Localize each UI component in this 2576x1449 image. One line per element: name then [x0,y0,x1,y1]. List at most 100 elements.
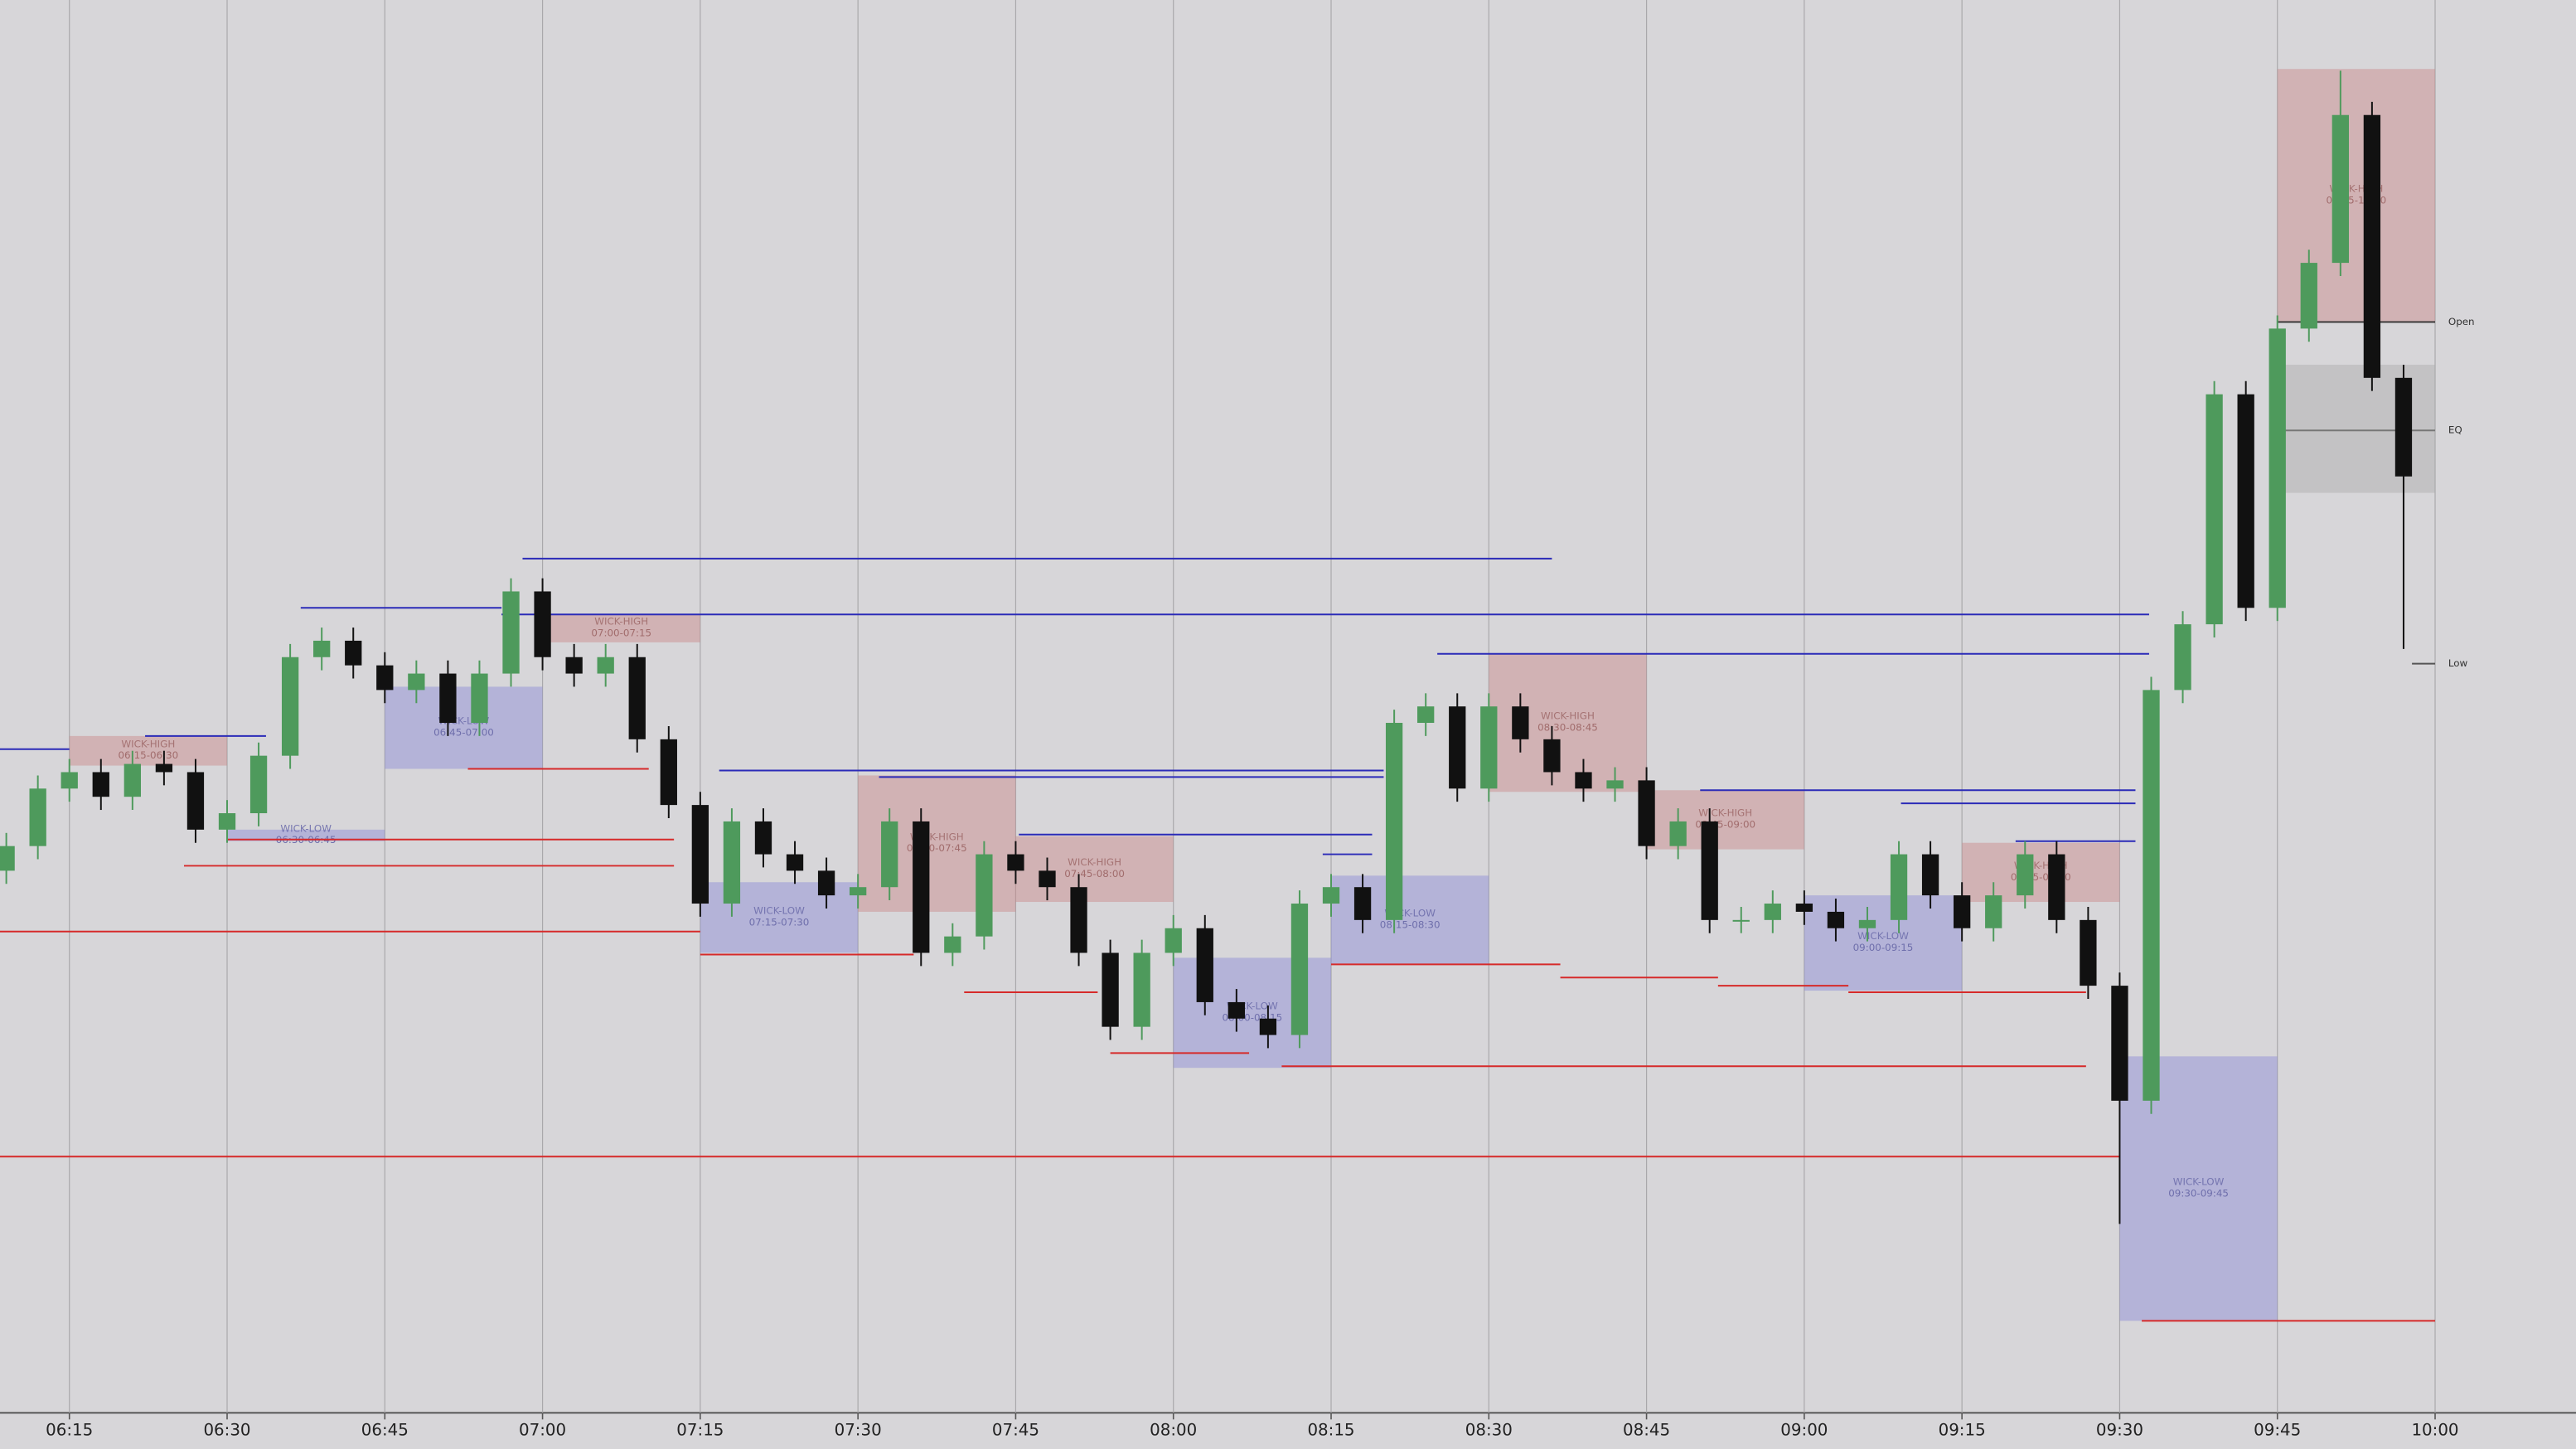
zone-range: 07:00-07:15 [591,628,651,639]
x-tick-label: 08:00 [1150,1421,1197,1440]
candle-body [534,591,551,657]
candle-body [1795,904,1813,912]
candle-body [691,805,709,904]
zone-label: WICK-HIGH [1698,807,1752,819]
zone-range: 07:45-08:00 [1064,868,1125,880]
zone-range: 09:00-09:15 [1853,942,1914,953]
candle-body [597,657,614,674]
candle-body [850,887,867,896]
x-tick-label: 08:15 [1307,1421,1354,1440]
candle-body [155,763,173,773]
x-tick-label: 07:15 [676,1421,724,1440]
candle-body [218,813,236,830]
zone-label: WICK-LOW [1857,930,1909,942]
candle-body [92,772,109,797]
candle-body [660,739,677,806]
candle-body [881,821,898,888]
x-tick-label: 07:45 [992,1421,1039,1440]
candle-body [1259,1018,1277,1035]
zone-range: 06:15-06:30 [118,749,178,761]
candle-body [913,821,930,953]
zone-label: WICK-LOW [753,904,805,916]
candle-body [2269,328,2286,608]
zone [69,735,228,766]
x-tick-label: 09:30 [2096,1421,2143,1440]
zone-label: WICK-LOW [2173,1175,2225,1187]
candle-body [1732,919,1750,922]
candle-body [1575,772,1592,789]
candle-body [1007,854,1024,871]
candle-body [817,870,835,896]
candle-body [313,640,331,657]
zone [1962,842,2120,903]
candle-body [2111,986,2128,1101]
candle-body [2237,394,2254,608]
candle-body [1039,870,1056,888]
zone-range: 07:15-07:30 [749,916,810,928]
candle-body [2394,377,2413,477]
candle-body [1449,706,1466,789]
x-tick-label: 08:45 [1623,1421,1670,1440]
x-tick-label: 07:30 [835,1421,882,1440]
candle-body [1196,928,1213,1002]
x-tick-label: 06:45 [361,1421,409,1440]
zone-label: WICK-LOW [280,822,332,834]
candle-body [1890,854,1908,920]
zone [1015,836,1174,903]
candle-body [2143,690,2160,1101]
zone-label: WICK-HIGH [594,616,648,628]
candle-body [186,772,205,830]
candle-body [565,657,583,674]
candle-body [1701,821,1718,920]
candle-body [1102,952,1119,1027]
candle-body [2363,114,2381,378]
level-label: EQ [2448,424,2462,436]
candle-body [2048,854,2065,920]
candle-body [502,591,520,674]
candle-body [1764,904,1781,920]
level-label: Low [2448,657,2468,669]
candle-body [1512,706,1529,739]
zone-label: WICK-HIGH [1068,856,1121,868]
candle-body [2206,394,2223,625]
zone [1804,895,1963,991]
candle-body [1480,706,1498,789]
candle-body [0,846,15,871]
candle-body [754,821,772,855]
candle-body [1985,895,2002,928]
candle-body [471,673,488,724]
x-tick-label: 09:15 [1939,1421,1986,1440]
x-tick-label: 08:30 [1465,1421,1513,1440]
candle-body [1858,919,1876,928]
candle-body [2017,854,2034,896]
zone [542,614,700,642]
x-tick-label: 06:30 [203,1421,250,1440]
zone-range: 08:15-08:30 [1380,918,1441,930]
level-label: Open [2448,316,2475,327]
zone-range: 06:45-07:00 [433,726,494,738]
candle-body [1417,706,1435,724]
zone [385,686,543,769]
candle-body [408,673,425,691]
zone-label: WICK-HIGH [121,738,175,749]
candle-body [1070,887,1087,953]
candle-body [249,755,268,814]
x-tick-label: 09:45 [2254,1421,2301,1440]
zone-range: 09:30-09:45 [2168,1187,2229,1199]
candle-body [2331,114,2349,264]
candle-body [123,763,141,797]
candle-body [281,657,299,756]
candle-body [1543,739,1561,773]
candle-body [1290,904,1309,1035]
candle-body [1606,780,1624,789]
candle-body [345,640,362,666]
x-tick-label: 10:00 [2411,1421,2458,1440]
candle-body [1227,1001,1245,1019]
zone-range: 08:30-08:45 [1537,721,1598,733]
x-tick-label: 09:00 [1780,1421,1828,1440]
x-tick-label: 07:00 [519,1421,566,1440]
candle-body [1322,887,1340,904]
candle-body [1827,911,1845,928]
candle-body [786,854,804,871]
